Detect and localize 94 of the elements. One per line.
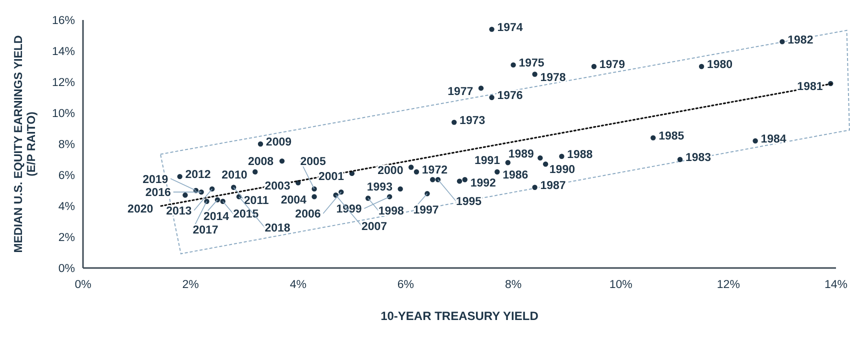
annotation: 1992 <box>470 177 496 190</box>
annotation: 2004 <box>280 194 308 206</box>
x-tick-label: 14% <box>824 279 848 291</box>
point <box>538 155 543 161</box>
point <box>698 64 704 70</box>
annotation: 1977 <box>448 86 474 98</box>
annotation: 2016 <box>145 187 171 200</box>
point <box>452 120 457 125</box>
point <box>456 178 462 184</box>
point <box>258 141 264 147</box>
annotation: 2012 <box>185 169 211 182</box>
annotation: 2018 <box>264 222 291 234</box>
x-axis-title: 10-YEAR TREASURY YIELD <box>380 309 539 323</box>
annotation: 2020 <box>128 204 154 216</box>
point <box>591 64 597 70</box>
point <box>462 177 468 182</box>
y-tick-label: 10% <box>52 108 75 120</box>
annotation: 1984 <box>760 134 787 146</box>
point <box>510 62 516 68</box>
annotation: 2019 <box>142 174 168 186</box>
y-axis-title: MEDIAN U.S. EQUITY EARNINGS YIELD (E/P RAITO) <box>13 35 38 253</box>
annotation: 1989 <box>508 148 534 160</box>
point <box>489 26 494 32</box>
annotation: 1976 <box>497 90 523 102</box>
point <box>478 86 484 91</box>
point <box>279 158 285 164</box>
y-tick-label: 16% <box>52 15 75 28</box>
annotation: 1998 <box>378 206 405 218</box>
annotation: 2005 <box>300 156 326 168</box>
annotation: 2001 <box>318 171 345 184</box>
annotation: 1982 <box>788 34 814 46</box>
point <box>494 169 500 174</box>
point <box>312 194 317 200</box>
point <box>780 39 785 44</box>
y-tick-label: 12% <box>52 77 75 90</box>
annotation: 1974 <box>497 22 524 34</box>
x-tick-label: 12% <box>716 279 740 291</box>
annotation: 1993 <box>366 182 392 194</box>
point <box>182 192 188 198</box>
annotation: 2000 <box>378 164 404 177</box>
y-tick-label: 4% <box>58 201 75 214</box>
annotation: 1991 <box>474 155 501 168</box>
y-tick-label: 8% <box>58 139 75 152</box>
annotation: 1979 <box>599 59 625 72</box>
annotation: 2007 <box>362 220 388 233</box>
annotation: 1990 <box>549 164 576 176</box>
point <box>532 184 538 190</box>
annotation: 1999 <box>336 204 362 216</box>
annotation: 1983 <box>685 152 712 164</box>
x-tick-label: 10% <box>609 279 632 291</box>
annotation: 1988 <box>567 149 594 162</box>
point <box>408 164 414 170</box>
annotation: 1972 <box>422 164 448 177</box>
annotation: 1997 <box>413 204 439 217</box>
annotation: 1986 <box>502 170 528 182</box>
x-tick-label: 0% <box>74 279 92 291</box>
annotation: 1973 <box>460 114 486 127</box>
annotation: 1987 <box>540 180 566 192</box>
annotation: 2006 <box>295 208 321 221</box>
point <box>532 72 538 77</box>
y-tick-label: 6% <box>58 170 75 182</box>
x-tick-label: 8% <box>504 279 522 291</box>
annotation: 1995 <box>456 196 482 208</box>
x-tick-label: 4% <box>290 279 306 291</box>
annotation: 2014 <box>203 210 230 223</box>
point <box>414 169 420 174</box>
point <box>398 186 403 192</box>
point <box>677 156 683 162</box>
point <box>177 174 182 180</box>
annotation: 1978 <box>540 72 566 84</box>
x-tick-label: 2% <box>182 279 199 291</box>
point <box>752 138 758 144</box>
annotation: 1980 <box>706 59 733 72</box>
point <box>489 94 494 100</box>
point <box>430 177 436 182</box>
y-tick-label: 14% <box>52 46 75 58</box>
x-tick-label: 6% <box>397 279 414 291</box>
annotation: 1975 <box>518 58 545 70</box>
annotation: 2013 <box>166 206 192 218</box>
annotation: 2010 <box>222 170 248 182</box>
annotation: 2017 <box>192 224 218 236</box>
point <box>650 135 656 140</box>
annotation: 2008 <box>248 156 274 168</box>
annotation: 2011 <box>244 194 270 207</box>
point <box>559 154 564 159</box>
annotation: 1985 <box>658 130 685 142</box>
annotation: 2009 <box>266 136 292 149</box>
point <box>505 160 511 166</box>
y-tick-label: 2% <box>58 232 75 244</box>
y-tick-label: 0% <box>58 263 75 276</box>
annotation: 2015 <box>233 208 260 221</box>
point <box>252 169 258 174</box>
annotation: 2003 <box>264 180 290 192</box>
point <box>542 162 548 167</box>
